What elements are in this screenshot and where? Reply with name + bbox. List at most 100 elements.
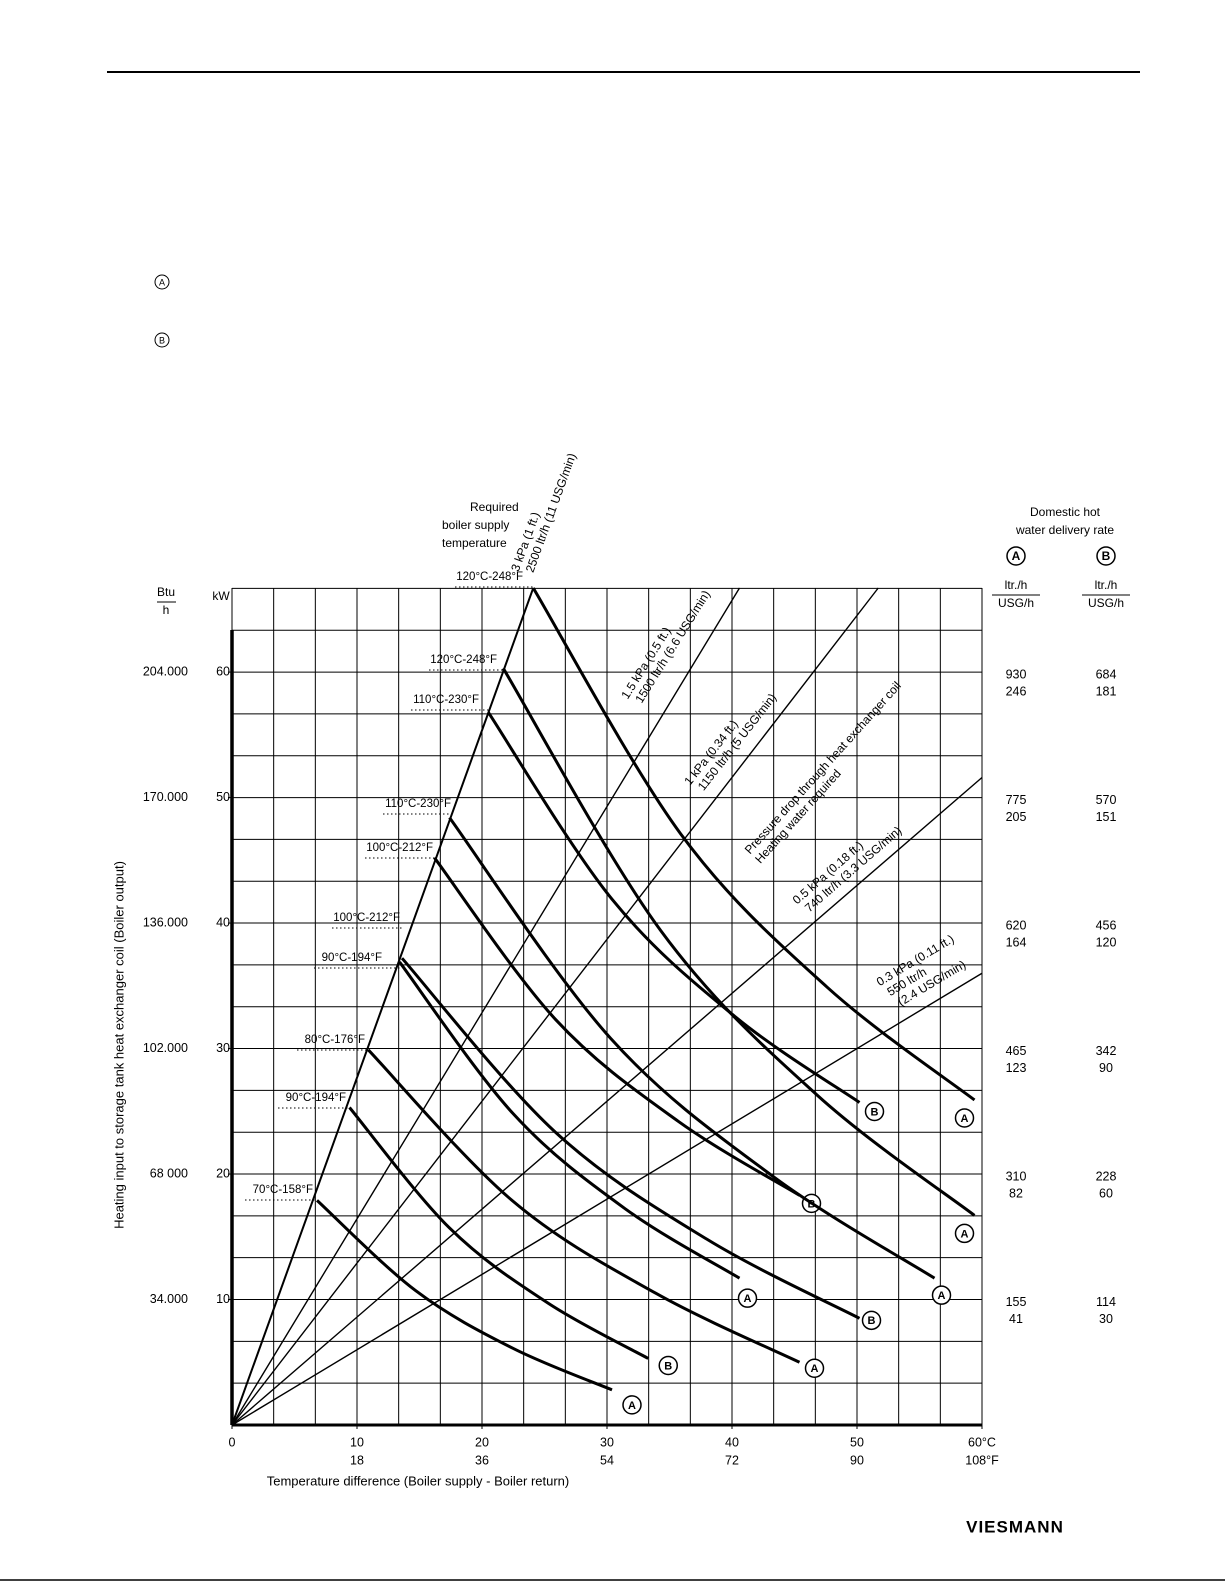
end-label: B [664,1360,672,1372]
rate-ltr-label: 684 [1096,667,1117,681]
pressure-label-line: 1500 ltr/h (6.6 USG/min) [632,588,713,706]
end-label: B [868,1315,876,1327]
delivery-curve [433,856,801,1197]
pressure-line [231,587,879,1426]
end-label: A [961,1113,969,1125]
supply-temperature-label: 100°C-212°F [366,842,433,854]
x2-tick-label: 90 [850,1453,864,1467]
delivery-curve [448,816,936,1280]
end-label-circle [658,1355,678,1376]
logo: VIESMANN [966,1517,1064,1536]
rate-marker: B [1102,549,1111,563]
end-label-circle [954,1108,975,1128]
pressure-label-line: 1150 ltr/h (5 USG/min) [695,691,779,794]
supply-temperature-label: 90°C-194°F [286,1092,346,1104]
end-label-circle [737,1288,758,1308]
rate-usg-label: 151 [1096,810,1117,824]
rate-title: Domestic hot [1030,505,1101,519]
rate-title: water delivery rate [1015,523,1114,537]
pressure-label: 3 kPa (1 ft.)2500 ltr/h (11 USG/min) [508,451,579,574]
rate-ltr-label: 456 [1096,918,1117,932]
y-tick-label: 10 [216,1292,230,1306]
rate-usg-label: 82 [1009,1186,1023,1200]
x2-tick-label: 54 [600,1453,614,1467]
btu-tick-label: 68 000 [150,1166,188,1180]
rate-usg-label: 90 [1099,1061,1113,1075]
y-tick-label: 40 [216,915,230,929]
rate-marker-circle [1096,546,1116,566]
supply-temperature-label: 110°C-230°F [413,694,479,706]
end-label-circle [931,1285,952,1305]
delivery-curve [398,961,741,1280]
rate-ltr-label: 620 [1006,918,1027,932]
delivery-curve [315,1199,613,1392]
rate-ltr-label: 465 [1006,1044,1027,1058]
rate-usg-label: 246 [1006,684,1027,698]
y-axis-title: Heating input to storage tank heat excha… [111,861,126,1229]
supply-temperature-label: 70°C-158°F [253,1184,313,1196]
y-tick-label: 30 [216,1041,230,1055]
rate-unit: ltr./h [1005,578,1028,592]
pressure-label: 0.3 kPa (0.11 ft.)550 ltr/h(2.4 USG/min) [874,932,968,1009]
rate-usg-label: 60 [1099,1186,1113,1200]
x-tick-label: 60°C [968,1435,996,1449]
pressure-label: 1.5 kPa (0.5 ft.)1500 ltr/h (6.6 USG/min… [618,588,713,706]
rate-usg-label: 120 [1096,935,1117,949]
x-tick-label: 20 [475,1435,489,1449]
delivery-curve [486,711,861,1104]
end-label-circle [864,1101,885,1122]
rate-usg-label: 205 [1006,810,1027,824]
rate-unit: ltr./h [1095,578,1118,592]
rate-ltr-label: 930 [1006,667,1027,681]
y-tick-label: 50 [216,790,230,804]
rate-marker: A [1012,549,1021,563]
end-label: A [938,1290,946,1302]
x2-tick-label: 18 [350,1453,364,1467]
pressure-line [231,972,983,1426]
marker-circle [154,332,170,348]
delivery-curve [531,587,976,1102]
rate-ltr-label: 155 [1006,1295,1027,1309]
end-label: A [744,1293,752,1305]
supply-title: Required [470,500,519,514]
rate-ltr-label: 775 [1006,793,1027,807]
supply-temperature-label: 80°C-176°F [305,1034,365,1046]
rate-ltr-label: 310 [1006,1169,1027,1183]
supply-temperature-label: 90°C-194°F [322,952,382,964]
supply-title: temperature [442,536,507,550]
rate-usg-label: 123 [1006,1061,1027,1075]
x-tick-label: 10 [350,1435,364,1449]
end-label: A [961,1228,969,1240]
y-tick-label: 60 [216,664,230,678]
rate-ltr-label: 114 [1096,1295,1116,1309]
rate-unit: USG/h [1088,596,1124,610]
pressure-label-line: 740 ltr/h (3.3 USG/min) [802,823,904,915]
btu-unit: h [163,603,170,617]
supply-title: boiler supply [442,518,509,532]
btu-tick-label: 136.000 [143,915,188,929]
marker-circle [154,274,170,290]
supply-temperature-label: 120°C-248°F [430,654,497,666]
supply-temperature-label: 110°C-230°F [385,798,451,810]
delivery-curve [348,1106,649,1360]
btu-tick-label: 170.000 [143,790,188,804]
x-tick-label: 0 [229,1435,236,1449]
btu-tick-label: 102.000 [143,1041,188,1055]
end-label-circle [622,1395,642,1415]
btu-tick-label: 34.000 [150,1292,188,1306]
rate-usg-label: 30 [1099,1312,1113,1326]
pressure-line [231,587,535,1426]
end-label: A [811,1363,819,1375]
pressure-line [231,587,741,1426]
rate-usg-label: 41 [1009,1312,1023,1326]
supply-temperature-label: 120°C-248°F [456,571,523,583]
marker: A [159,277,165,287]
rate-usg-label: 181 [1096,684,1117,698]
kw-unit: kW [212,589,230,603]
pressure-label: 0.5 kPa (0.18 ft.)740 ltr/h (3.3 USG/min… [790,823,905,915]
end-label: A [628,1400,636,1412]
btu-tick-label: 204.000 [143,664,188,678]
supply-temperature-label: 100°C-212°F [333,912,400,924]
x2-tick-label: 72 [725,1453,739,1467]
